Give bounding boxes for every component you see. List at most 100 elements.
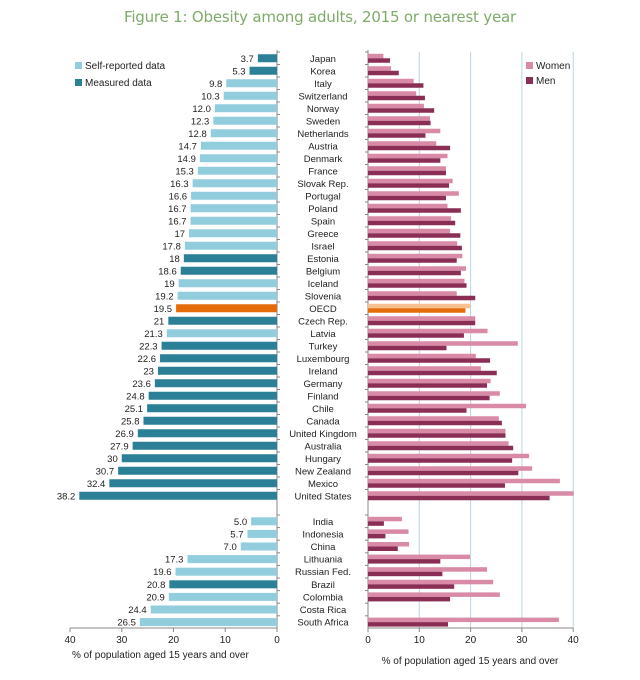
country-label: Slovak Rep. (297, 179, 348, 190)
bar-total-india (251, 517, 277, 526)
left-x-axis-title: % of population aged 15 years and over (72, 650, 249, 661)
country-label: Iceland (308, 279, 339, 290)
country-label: Italy (314, 79, 332, 90)
value-label: 14.7 (178, 141, 197, 152)
bar-total-china (240, 542, 277, 551)
bar-men-india (368, 521, 384, 526)
bar-women-russian-fed- (368, 567, 488, 572)
value-label: 17 (174, 229, 185, 240)
country-label: Mexico (308, 479, 338, 490)
country-label: Norway (307, 104, 339, 115)
bar-men-austria (368, 145, 451, 151)
value-label: 20.8 (147, 580, 166, 591)
country-label: Costa Rica (300, 605, 347, 616)
country-label: Latvia (310, 329, 336, 340)
legend-label-men: Men (536, 76, 555, 87)
bar-total-belgium (180, 266, 277, 275)
value-label: 5.3 (232, 66, 245, 77)
bar-total-south-africa (139, 618, 277, 627)
country-label: Belgium (306, 266, 340, 277)
bar-men-brazil (368, 584, 455, 589)
legend-swatch-men (526, 77, 533, 84)
bar-men-germany (368, 383, 488, 388)
bar-women-canada (368, 416, 499, 421)
left-x-tick-label: 0 (274, 635, 280, 646)
bar-total-norway (214, 104, 277, 113)
legend-swatch-women (526, 62, 533, 69)
country-label: Turkey (309, 341, 338, 352)
bar-men-estonia (368, 258, 457, 263)
value-label: 21.3 (144, 329, 163, 340)
country-label: South Africa (297, 618, 349, 629)
bar-women-iceland (368, 278, 465, 284)
value-label: 10.3 (201, 91, 220, 102)
bar-men-hungary (368, 458, 513, 463)
bar-total-united-states (79, 491, 277, 500)
bar-women-israel (368, 241, 458, 246)
bar-total-turkey (161, 341, 277, 350)
country-label: Australia (305, 441, 343, 452)
bar-women-czech-rep- (368, 316, 476, 321)
left-x-tick-label: 30 (116, 635, 128, 646)
value-label: 19 (164, 279, 175, 290)
value-label: 19.2 (155, 291, 174, 302)
legend-label-self-reported: Self-reported data (85, 61, 165, 72)
bar-women-slovak-rep- (368, 178, 453, 184)
right-x-tick-label: 20 (465, 635, 477, 646)
bar-men-colombia (368, 596, 451, 602)
value-label: 26.5 (117, 618, 136, 629)
bar-women-finland (368, 391, 500, 396)
bar-total-ireland (157, 366, 277, 375)
country-label: Korea (310, 66, 336, 77)
right-x-tick-label: 10 (414, 635, 426, 646)
country-label: Sweden (306, 116, 340, 127)
value-label: 23.6 (132, 379, 151, 390)
bar-total-italy (226, 79, 277, 88)
value-label: 21 (154, 316, 165, 327)
value-label: 17.8 (162, 241, 181, 252)
value-label: 30 (107, 454, 118, 465)
bar-total-brazil (169, 580, 277, 589)
bar-men-latvia (368, 333, 464, 338)
bar-women-australia (368, 441, 509, 446)
bar-women-portugal (368, 191, 459, 196)
value-label: 26.9 (115, 429, 134, 440)
bar-women-austria (368, 141, 437, 146)
bar-women-turkey (368, 341, 518, 346)
bar-women-denmark (368, 153, 448, 159)
bar-women-lithuania (368, 554, 471, 560)
bar-men-indonesia (368, 533, 386, 539)
value-label: 15.3 (175, 166, 194, 177)
bar-men-united-states (368, 495, 550, 501)
bar-total-sweden (213, 116, 277, 125)
bar-total-poland (190, 204, 277, 213)
bar-men-belgium (368, 270, 461, 276)
bar-women-ireland (368, 366, 481, 371)
country-label: Finland (307, 391, 338, 402)
value-label: 25.1 (125, 404, 144, 415)
bar-total-netherlands (210, 129, 277, 138)
value-label: 30.7 (96, 466, 115, 477)
bar-total-slovenia (177, 291, 277, 300)
value-label: 9.8 (209, 79, 222, 90)
bar-men-lithuania (368, 559, 441, 564)
bar-women-italy (368, 78, 414, 84)
country-label: Israel (311, 241, 334, 252)
bar-total-indonesia (247, 529, 277, 538)
country-label: Brazil (311, 580, 335, 591)
bar-women-korea (368, 66, 392, 71)
bar-men-korea (368, 70, 399, 76)
value-label: 16.3 (170, 179, 189, 190)
value-label: 22.6 (138, 354, 157, 365)
country-label: Hungary (305, 454, 341, 465)
bar-men-south-africa (368, 622, 449, 627)
bar-women-japan (368, 53, 384, 59)
bar-men-ireland (368, 370, 497, 376)
country-label: Estonia (307, 254, 339, 265)
bar-women-estonia (368, 253, 463, 259)
bar-women-slovenia (368, 291, 457, 296)
bar-women-sweden (368, 116, 431, 121)
bar-men-czech-rep- (368, 320, 476, 326)
country-label: Canada (306, 416, 340, 427)
